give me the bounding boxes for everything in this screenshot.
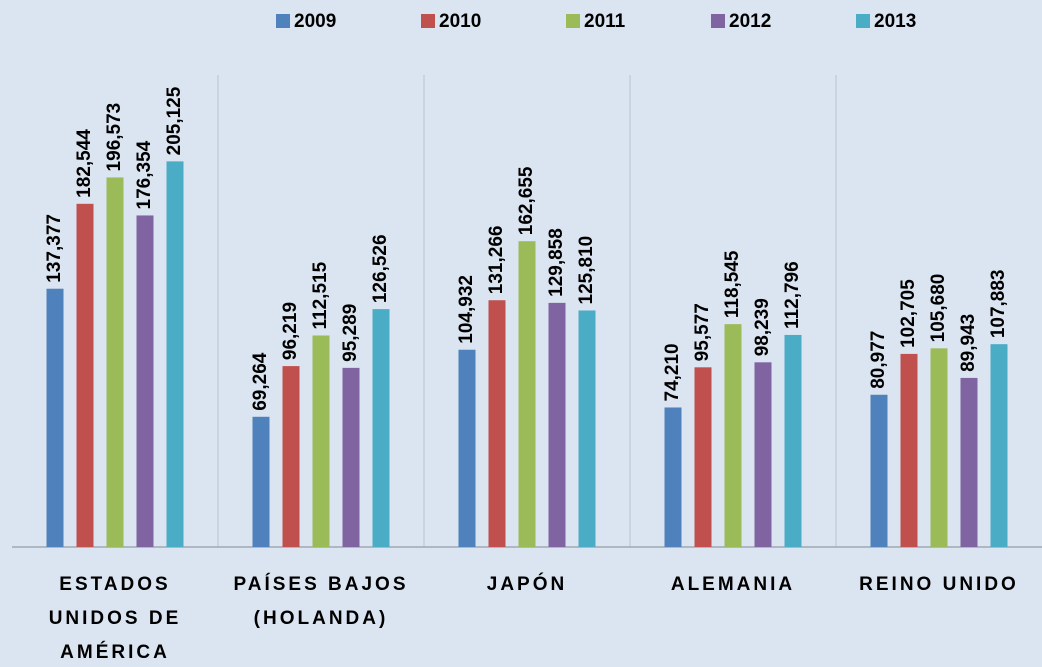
bar — [518, 241, 536, 547]
x-tick-label: REINO UNIDO — [859, 574, 1019, 595]
bar — [372, 309, 390, 547]
bar — [870, 394, 888, 547]
bar — [900, 353, 918, 547]
bar — [252, 416, 270, 547]
value-label: 126,526 — [370, 234, 391, 303]
legend-swatch — [276, 14, 290, 28]
legend-swatch — [711, 14, 725, 28]
bar — [136, 215, 154, 548]
x-tick-label: JAPÓN — [486, 574, 568, 595]
value-label: 98,239 — [752, 298, 773, 356]
value-label: 176,354 — [134, 140, 155, 209]
bar — [724, 324, 742, 547]
value-label: 131,266 — [486, 226, 507, 295]
bar — [960, 377, 978, 547]
x-tick-label: ALEMANIA — [670, 574, 796, 595]
bar — [342, 367, 360, 547]
bar — [930, 348, 948, 547]
bar — [458, 349, 476, 547]
x-tick-label: PAÍSES BAJOS (HOLANDA) — [233, 574, 409, 629]
bar — [548, 302, 566, 547]
bar — [46, 288, 64, 547]
legend-label: 2012 — [729, 11, 771, 32]
bar — [312, 335, 330, 547]
value-label: 95,289 — [340, 304, 361, 362]
value-label: 104,932 — [456, 275, 477, 344]
bar — [664, 407, 682, 547]
legend-swatch — [856, 14, 870, 28]
bar — [784, 334, 802, 547]
legend-label: 2013 — [874, 11, 916, 32]
bar — [694, 367, 712, 547]
value-label: 137,377 — [44, 214, 65, 283]
legend-label: 2010 — [439, 11, 481, 32]
value-label: 102,705 — [898, 279, 919, 348]
value-label: 96,219 — [280, 302, 301, 360]
value-label: 105,680 — [928, 274, 949, 343]
value-label: 107,883 — [988, 269, 1009, 338]
legend-label: 2011 — [584, 11, 626, 32]
legend-swatch — [566, 14, 580, 28]
bar — [282, 366, 300, 547]
value-label: 125,810 — [576, 236, 597, 305]
value-label: 74,210 — [662, 343, 683, 401]
value-label: 196,573 — [104, 103, 125, 172]
bar — [76, 203, 94, 548]
value-label: 129,858 — [546, 228, 567, 297]
bar — [488, 300, 506, 547]
legend-label: 2009 — [294, 11, 336, 32]
value-label: 89,943 — [958, 314, 979, 372]
value-label: 162,655 — [516, 166, 537, 235]
value-label: 80,977 — [868, 331, 889, 389]
bar — [578, 310, 596, 547]
x-tick-label: ESTADOS UNIDOS DE AMÉRICA — [48, 574, 182, 663]
value-label: 205,125 — [164, 86, 185, 155]
value-label: 182,544 — [74, 129, 95, 198]
value-label: 112,796 — [782, 261, 803, 329]
legend-swatch — [421, 14, 435, 28]
value-label: 118,545 — [722, 250, 743, 318]
bar — [166, 161, 184, 548]
value-label: 112,515 — [310, 261, 331, 329]
value-label: 69,264 — [250, 352, 271, 411]
value-label: 95,577 — [692, 303, 713, 361]
bar — [990, 344, 1008, 547]
bar — [106, 177, 124, 548]
bar — [754, 362, 772, 547]
